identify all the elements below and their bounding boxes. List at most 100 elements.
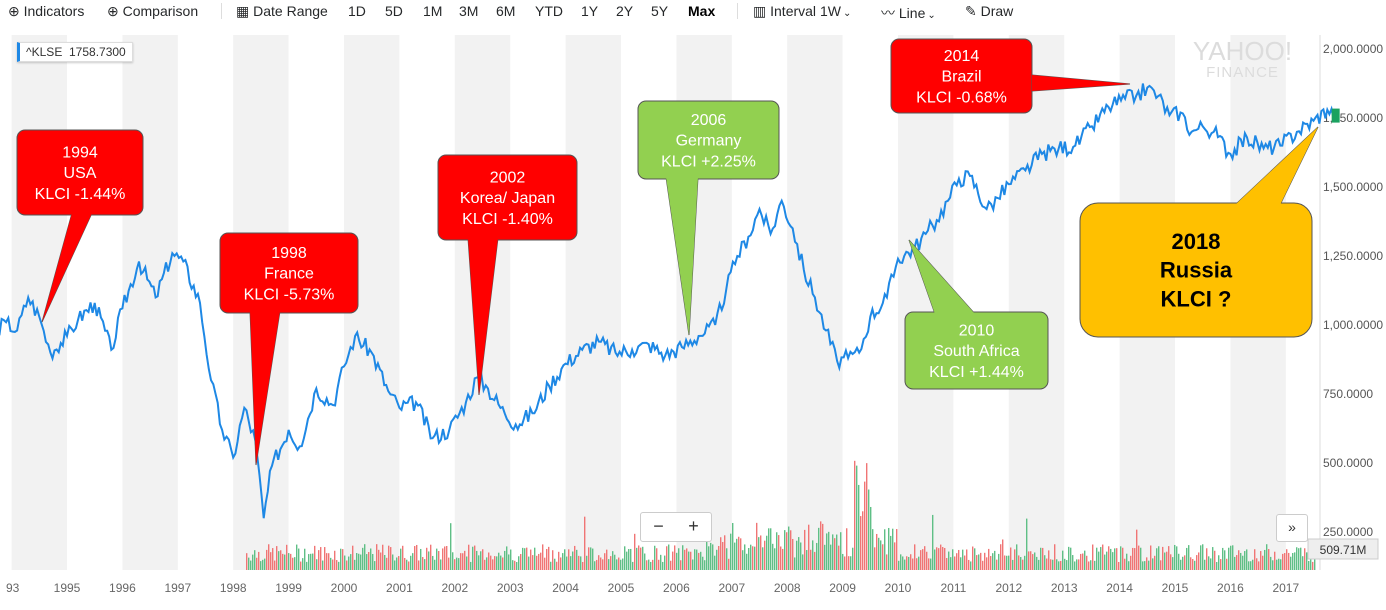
watermark-line1: YAHOO! <box>1192 36 1293 66</box>
x-tick-label: 2000 <box>331 581 358 595</box>
range-5d[interactable]: 5D <box>385 3 403 19</box>
volume-bar <box>354 559 356 570</box>
range-1m[interactable]: 1M <box>423 3 443 19</box>
volume-bar <box>1036 556 1038 570</box>
draw-button[interactable]: ✎ Draw <box>965 3 1013 20</box>
x-tick-label: 2014 <box>1106 581 1133 595</box>
volume-bar <box>534 547 536 570</box>
ticker-legend[interactable]: ^KLSE 1758.7300 <box>17 42 133 62</box>
volume-bar <box>482 549 484 570</box>
volume-bar <box>1220 559 1222 570</box>
volume-bar <box>682 545 684 570</box>
range-1d[interactable]: 1D <box>348 3 366 19</box>
volume-bar <box>702 556 704 570</box>
year-band <box>11 35 68 570</box>
volume-bar <box>608 559 610 570</box>
x-tick-label: 2013 <box>1051 581 1078 595</box>
chart-type-dropdown[interactable]: 〰 Line ⌄ <box>881 3 936 23</box>
volume-bar <box>986 557 988 570</box>
plus-circle-icon: ⊕ <box>8 3 20 19</box>
volume-bar <box>796 540 798 570</box>
volume-bar <box>1018 555 1020 570</box>
x-tick-label: 93 <box>6 581 20 595</box>
volume-bar <box>448 557 450 570</box>
y-tick-label: 1,250.0000 <box>1323 249 1383 263</box>
volume-bar <box>1066 560 1068 570</box>
volume-bar <box>908 556 910 570</box>
volume-bar <box>1100 547 1102 570</box>
line-chart-icon: 〰 <box>881 5 895 21</box>
volume-bar <box>332 559 334 570</box>
volume-bar <box>982 560 984 570</box>
volume-bar <box>1122 547 1124 570</box>
volume-bar <box>1252 559 1254 570</box>
volume-bar <box>1230 545 1232 570</box>
volume-bar <box>1254 549 1256 570</box>
volume-bar <box>576 549 578 570</box>
chart-area[interactable]: 250.0000 500.0000 750.0000 1,000.0000 1,250.… <box>0 30 1386 605</box>
volume-bar <box>542 544 544 570</box>
volume-bar <box>558 551 560 570</box>
volume-bar <box>844 556 846 570</box>
volume-bar <box>1140 547 1142 570</box>
volume-bar <box>782 548 784 570</box>
volume-bar <box>366 554 368 570</box>
volume-bar <box>1236 555 1238 570</box>
volume-bar <box>454 559 456 570</box>
volume-bar <box>974 548 976 570</box>
y-tick-label: 500.0000 <box>1323 456 1373 470</box>
volume-bar <box>794 557 796 570</box>
callout-pointer-fill <box>250 311 280 465</box>
volume-bar <box>246 553 248 570</box>
callout-box <box>437 154 578 241</box>
volume-bar <box>788 526 790 570</box>
volume-label: 509.71M <box>1320 543 1367 557</box>
volume-bar <box>678 548 680 570</box>
zoom-in-button[interactable]: + <box>688 516 699 536</box>
range-max[interactable]: Max <box>688 3 716 19</box>
x-tick-label: 2008 <box>774 581 801 595</box>
comparison-button[interactable]: ⊕ Comparison <box>107 3 198 20</box>
volume-bar <box>254 550 256 570</box>
volume-bar <box>338 561 340 570</box>
volume-bar <box>1306 552 1308 570</box>
volume-bar <box>470 561 472 570</box>
date-range-button[interactable]: ▦ Date Range <box>236 3 328 20</box>
volume-bar <box>404 557 406 570</box>
volume-bar <box>686 548 688 570</box>
volume-bar <box>1072 555 1074 570</box>
volume-bar <box>996 559 998 570</box>
volume-bar <box>316 559 318 570</box>
volume-bar <box>972 546 974 570</box>
zoom-out-button[interactable]: − <box>653 516 664 536</box>
range-1y[interactable]: 1Y <box>581 3 599 19</box>
volume-bar <box>1168 546 1170 570</box>
range-6m[interactable]: 6M <box>496 3 516 19</box>
volume-bar <box>1108 546 1110 570</box>
volume-bar <box>1238 550 1240 570</box>
range-3m[interactable]: 3M <box>459 3 479 19</box>
volume-bar <box>336 560 338 570</box>
volume-bar <box>698 552 700 570</box>
volume-bar <box>1256 558 1258 570</box>
volume-bar <box>1280 559 1282 570</box>
indicators-button[interactable]: ⊕ Indicators <box>8 3 84 20</box>
range-ytd[interactable]: YTD <box>535 3 563 19</box>
volume-bar <box>690 551 692 570</box>
volume-bar <box>1096 547 1098 570</box>
scroll-right-button[interactable]: » <box>1276 514 1308 542</box>
volume-bar <box>732 522 734 570</box>
volume-bar <box>1004 555 1006 570</box>
volume-bar <box>878 537 880 570</box>
interval-dropdown[interactable]: ▥ Interval 1W ⌄ <box>753 3 851 20</box>
volume-bar <box>544 557 546 570</box>
range-2y[interactable]: 2Y <box>616 3 634 19</box>
volume-bar <box>948 551 950 570</box>
volume-bar <box>518 556 520 570</box>
volume-bar <box>1040 547 1042 570</box>
volume-bar <box>902 556 904 570</box>
range-5y[interactable]: 5Y <box>651 3 669 19</box>
volume-bar <box>1242 555 1244 570</box>
volume-bar <box>946 557 948 570</box>
volume-bar <box>574 545 576 570</box>
